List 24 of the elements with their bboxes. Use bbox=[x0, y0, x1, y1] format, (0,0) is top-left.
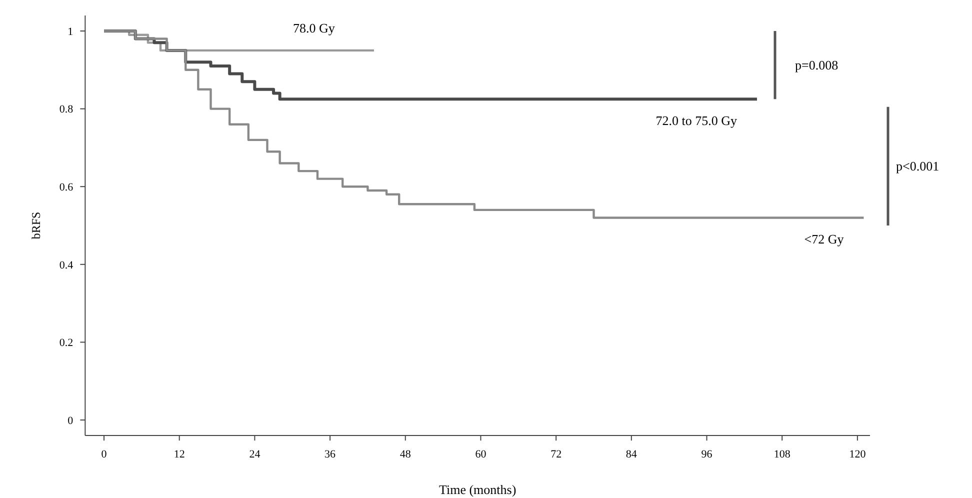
x-tick-label: 96 bbox=[701, 448, 713, 461]
x-tick-label: 48 bbox=[400, 448, 412, 461]
x-tick-label: 12 bbox=[174, 448, 185, 461]
series-label: 72.0 to 75.0 Gy bbox=[656, 113, 738, 128]
y-tick-label: 0.4 bbox=[59, 259, 74, 272]
y-tick-label: 1 bbox=[68, 26, 74, 38]
series-label: <72 Gy bbox=[804, 232, 844, 247]
text: p<0.001 bbox=[896, 158, 940, 174]
annotation: p=0.008 bbox=[795, 58, 838, 73]
x-tick-label: 120 bbox=[849, 448, 866, 461]
y-tick-label: 0 bbox=[68, 414, 74, 427]
x-tick-label: 24 bbox=[249, 448, 261, 461]
x-tick-label: 108 bbox=[774, 448, 791, 461]
y-tick-label: 0.6 bbox=[59, 181, 74, 194]
y-axis-title: bRFS bbox=[29, 212, 43, 240]
x-tick-label: 36 bbox=[324, 448, 336, 461]
x-tick-label: 84 bbox=[626, 448, 638, 461]
y-tick-label: 0.8 bbox=[59, 104, 74, 116]
y-tick-label: 0.2 bbox=[59, 337, 74, 350]
x-tick-label: 72 bbox=[550, 448, 562, 461]
x-axis-title: Time (months) bbox=[439, 482, 516, 497]
series-label: 78.0 Gy bbox=[293, 20, 336, 36]
x-tick-label: 0 bbox=[101, 448, 108, 461]
x-tick-label: 60 bbox=[475, 448, 487, 461]
